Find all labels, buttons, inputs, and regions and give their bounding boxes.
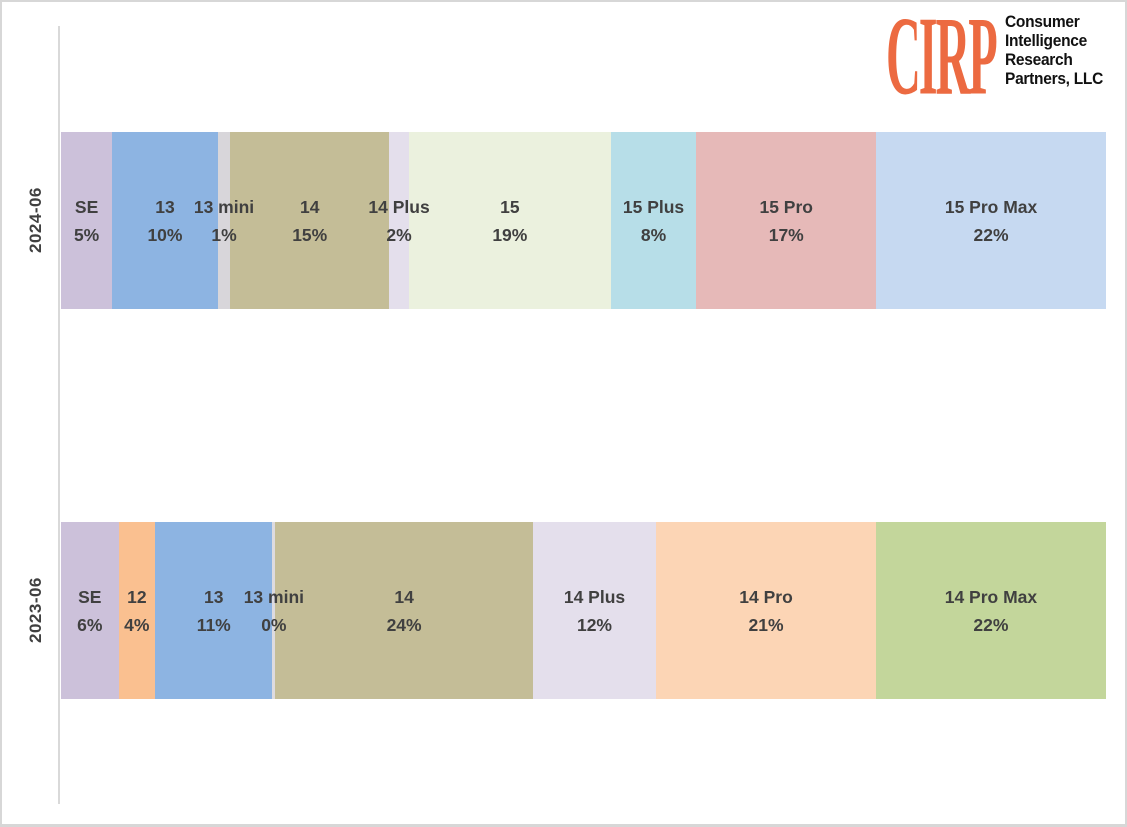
- cirp-wordmark: CIRP: [886, 0, 998, 118]
- category-label-2023-06: 2023-06: [26, 577, 45, 644]
- segment-14-plus: 14 Plus 2%: [368, 132, 430, 309]
- segment-label: 14 Pro 21%: [739, 586, 793, 635]
- category-axis-line: [58, 26, 60, 804]
- segment-14-pro-max: 14 Pro Max 22%: [875, 522, 1106, 699]
- category-label-2024-06: 2024-06: [26, 187, 45, 254]
- segment-15-plus: 15 Plus 8%: [610, 132, 697, 309]
- segment-label: 13 11%: [196, 586, 231, 635]
- company-name-line: Partners, LLC: [1004, 70, 1103, 88]
- segment-14: 14 15%: [230, 132, 390, 309]
- segment-13: 13 11%: [155, 522, 273, 699]
- segment-label: 14 Plus 12%: [563, 586, 626, 635]
- segment-14: 14 24%: [275, 522, 533, 699]
- segment-label: SE 5%: [73, 196, 100, 245]
- chart-bottom-border: [2, 824, 1125, 827]
- segment-label: 15 19%: [492, 196, 528, 245]
- segment-label: 12 4%: [124, 586, 150, 635]
- segment-label: 13 10%: [147, 196, 183, 245]
- segment-15: 15 19%: [409, 132, 611, 309]
- segment-label: 15 Plus 8%: [622, 196, 685, 245]
- segment-label: SE 6%: [77, 586, 103, 635]
- segment-label: 14 15%: [292, 196, 328, 245]
- segment-se: SE 6%: [61, 522, 119, 699]
- cirp-company-name: Consumer Intelligence Research Partners,…: [1005, 13, 1103, 89]
- bar-2023-06: SE 6% 12 4% 13 11% 13 mini 0% 14 24% 14 Plus 12% 14 …: [61, 522, 1106, 699]
- segment-15-pro-max: 15 Pro Max 22%: [876, 132, 1107, 309]
- company-name-line: Research: [1004, 51, 1073, 69]
- bar-2024-06: SE 5% 13 10% 13 mini 1% 14 15% 14 Plus 2% 15 19% 15 …: [61, 132, 1107, 309]
- segment-se: SE 5%: [61, 132, 113, 309]
- segment-label: 15 Pro Max 22%: [944, 196, 1038, 245]
- segment-15-pro: 15 Pro 17%: [696, 132, 877, 309]
- segment-label: 15 Pro 17%: [759, 196, 813, 245]
- segment-13-mini: 13 mini 1%: [194, 132, 254, 309]
- cirp-logo: CIRP Consumer Intelligence Research Part…: [886, 2, 1109, 112]
- segment-label: 14 24%: [386, 586, 422, 635]
- segment-label: 14 Pro Max 22%: [944, 586, 1038, 635]
- segment-12: 12 4%: [118, 522, 156, 699]
- segment-14-pro: 14 Pro 21%: [656, 522, 876, 699]
- company-name-line: Consumer: [1004, 13, 1080, 31]
- company-name-line: Intelligence: [1004, 32, 1087, 50]
- segment-14-plus: 14 Plus 12%: [532, 522, 657, 699]
- segment-13: 13 10%: [112, 132, 218, 309]
